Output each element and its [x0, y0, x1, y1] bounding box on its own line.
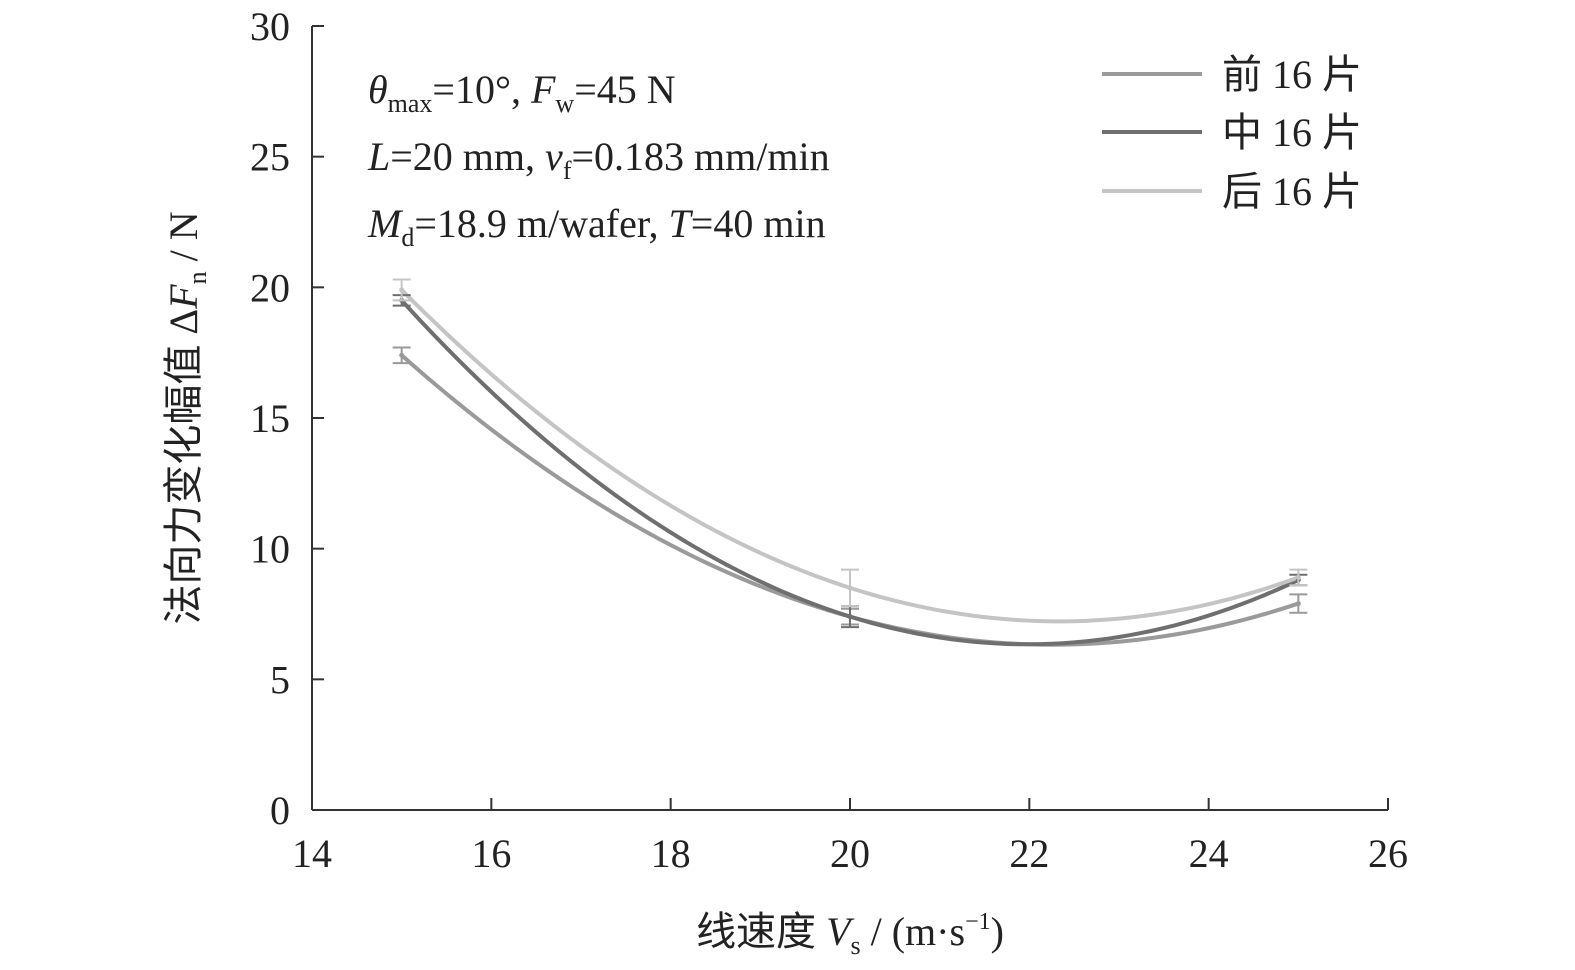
- x-tick-label: 24: [1189, 831, 1229, 876]
- legend-label-middle: 中 16 片: [1222, 110, 1362, 155]
- data-point-front: [1295, 601, 1301, 607]
- y-tick-label: 15: [250, 396, 290, 441]
- y-tick-label: 10: [250, 527, 290, 572]
- y-tick-label: 25: [250, 135, 290, 180]
- annotation-line-2: L=20 mm, vf=0.183 mm/min: [367, 134, 830, 185]
- legend: 前 16 片 中 16 片 后 16 片: [1102, 52, 1362, 214]
- y-tick-label: 20: [250, 265, 290, 310]
- y-tick-label: 30: [250, 4, 290, 49]
- x-axis-title: 线速度 Vs / (m·s−1): [696, 909, 1004, 960]
- annotation-block: θmax=10°, Fw=45 N L=20 mm, vf=0.183 mm/m…: [367, 67, 830, 252]
- y-tick-label: 0: [270, 788, 290, 833]
- x-tick-label: 26: [1368, 831, 1408, 876]
- data-point-middle: [847, 614, 853, 620]
- legend-label-back: 后 16 片: [1222, 169, 1362, 214]
- x-tick-label: 20: [830, 831, 870, 876]
- annotation-line-1: θmax=10°, Fw=45 N: [368, 67, 676, 118]
- y-axis-title: 法向力变化幅值 ΔFn / N: [161, 211, 212, 624]
- x-tick-label: 16: [471, 831, 511, 876]
- data-point-back: [1295, 574, 1301, 580]
- x-tick-label: 22: [1009, 831, 1049, 876]
- data-point-back: [399, 287, 405, 293]
- axes: 14 16 18 20 22 24 26 0 5 10 15 20 25 30: [250, 4, 1408, 876]
- errorbar-layer: [392, 278, 1308, 629]
- annotation-line-3: Md=18.9 m/wafer, T=40 min: [367, 201, 826, 252]
- legend-label-front: 前 16 片: [1222, 52, 1362, 97]
- x-tick-label: 14: [292, 831, 332, 876]
- data-point-front: [399, 352, 405, 358]
- x-tick-label: 18: [651, 831, 691, 876]
- y-tick-label: 5: [270, 657, 290, 702]
- data-point-back: [847, 585, 853, 591]
